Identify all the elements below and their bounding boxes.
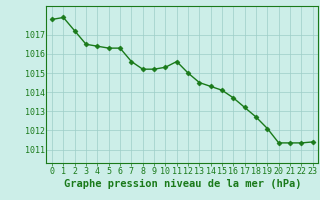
- X-axis label: Graphe pression niveau de la mer (hPa): Graphe pression niveau de la mer (hPa): [64, 179, 301, 189]
